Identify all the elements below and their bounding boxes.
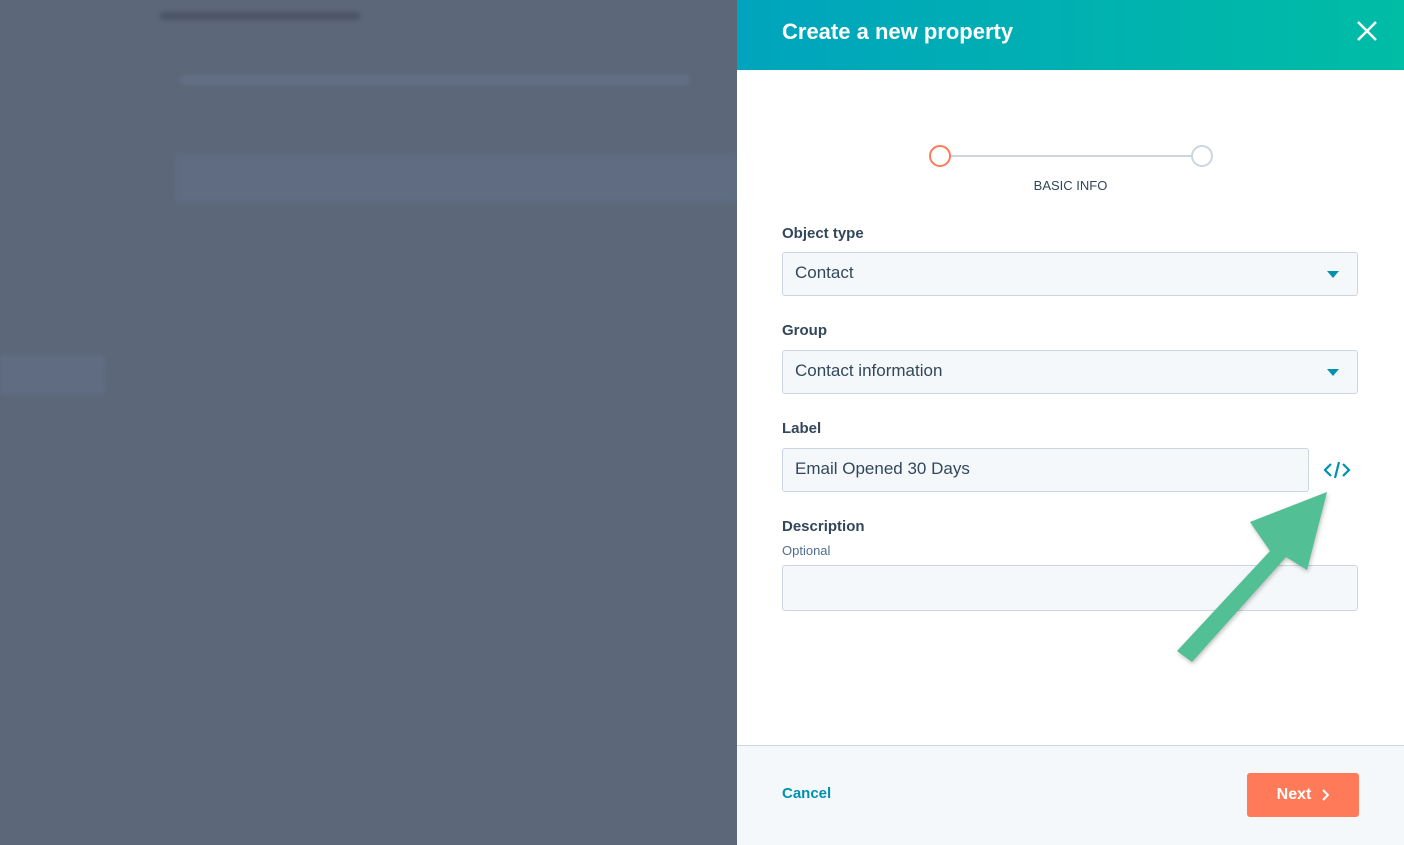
code-icon[interactable]: [1323, 459, 1351, 481]
step-connector: [948, 155, 1196, 157]
progress-steps: [928, 145, 1216, 167]
next-button-label: Next: [1276, 786, 1312, 803]
description-label: Description: [782, 518, 865, 535]
group-value: Contact information: [795, 361, 943, 380]
object-type-value: Contact: [795, 263, 854, 282]
cancel-button[interactable]: Cancel: [782, 785, 832, 802]
create-property-panel: Create a new property BASIC INFO Object …: [737, 0, 1404, 845]
panel-header: Create a new property: [737, 0, 1404, 70]
panel-footer: Cancel Next: [737, 745, 1404, 845]
label-field-label: Label: [782, 420, 822, 437]
object-type-select[interactable]: Contact: [782, 252, 1358, 296]
next-button[interactable]: Next: [1247, 773, 1359, 817]
description-optional-hint: Optional: [782, 543, 831, 558]
label-input[interactable]: Email Opened 30 Days: [782, 448, 1309, 492]
panel-title: Create a new property: [782, 19, 1014, 44]
blurred-background-page: [0, 12, 737, 395]
description-input[interactable]: [782, 565, 1358, 611]
group-label: Group: [782, 322, 827, 339]
step-label: BASIC INFO: [1033, 178, 1108, 193]
group-select[interactable]: Contact information: [782, 350, 1358, 394]
step-1-indicator: [929, 145, 951, 167]
blurred-heading: [160, 12, 360, 20]
blurred-table-header: [175, 155, 737, 203]
close-icon[interactable]: [1354, 18, 1380, 44]
chevron-down-icon: [1327, 271, 1339, 278]
blurred-filters: [180, 75, 690, 85]
chevron-right-icon: [1322, 789, 1330, 801]
blurred-sidebar-item: [0, 355, 105, 395]
chevron-down-icon: [1327, 369, 1339, 376]
label-value: Email Opened 30 Days: [795, 459, 970, 478]
step-2-indicator: [1191, 145, 1213, 167]
object-type-label: Object type: [782, 225, 864, 242]
